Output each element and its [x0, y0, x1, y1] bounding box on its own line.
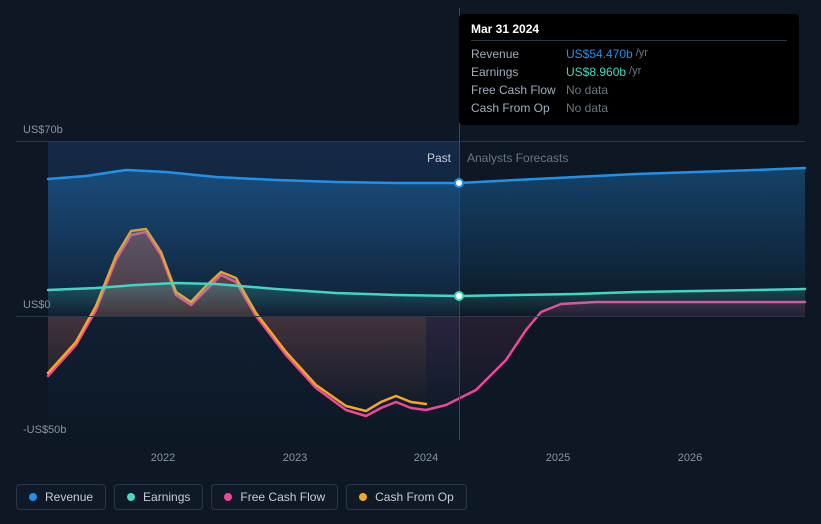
tooltip-row-unit: /yr — [636, 47, 648, 61]
tooltip-row-label: Free Cash Flow — [471, 83, 566, 97]
marker-dot-earnings — [454, 291, 464, 301]
legend-label: Cash From Op — [375, 490, 454, 504]
section-label-forecast: Analysts Forecasts — [467, 151, 568, 165]
tooltip-row: RevenueUS$54.470b/yr — [471, 45, 787, 63]
chart-area: US$70b US$0 -US$50b 2022 2023 2024 2025 2026 P… — [16, 0, 805, 470]
y-axis-label: US$0 — [23, 299, 51, 311]
legend-dot — [127, 493, 135, 501]
tooltip-row: EarningsUS$8.960b/yr — [471, 63, 787, 81]
tooltip-row: Cash From OpNo data — [471, 99, 787, 117]
legend-dot — [359, 493, 367, 501]
legend-label: Free Cash Flow — [240, 490, 325, 504]
legend-label: Earnings — [143, 490, 190, 504]
x-axis-label: 2026 — [678, 452, 702, 464]
tooltip-title: Mar 31 2024 — [471, 22, 787, 41]
gridline — [16, 316, 805, 317]
tooltip-row-label: Earnings — [471, 65, 566, 79]
x-axis-label: 2025 — [546, 452, 570, 464]
legend-label: Revenue — [45, 490, 93, 504]
tooltip-row-value: No data — [566, 83, 608, 97]
series-area-revenue — [48, 168, 805, 316]
gridline — [16, 141, 805, 142]
legend-item-free-cash-flow[interactable]: Free Cash Flow — [211, 484, 338, 510]
section-label-past: Past — [427, 151, 451, 165]
x-axis-label: 2024 — [414, 452, 438, 464]
legend-dot — [29, 493, 37, 501]
legend-dot — [224, 493, 232, 501]
legend-item-earnings[interactable]: Earnings — [114, 484, 203, 510]
x-axis-label: 2023 — [283, 452, 307, 464]
y-axis-label: US$70b — [23, 124, 63, 136]
tooltip-row-value: US$54.470b — [566, 47, 633, 61]
marker-dot-revenue — [454, 178, 464, 188]
x-axis-label: 2022 — [151, 452, 175, 464]
y-axis-label: -US$50b — [23, 424, 66, 436]
legend-item-revenue[interactable]: Revenue — [16, 484, 106, 510]
tooltip-row-label: Cash From Op — [471, 101, 566, 115]
tooltip-row-unit: /yr — [629, 65, 641, 79]
legend-item-cash-from-op[interactable]: Cash From Op — [346, 484, 467, 510]
tooltip: Mar 31 2024 RevenueUS$54.470b/yrEarnings… — [459, 14, 799, 125]
tooltip-row: Free Cash FlowNo data — [471, 81, 787, 99]
tooltip-row-value: US$8.960b — [566, 65, 626, 79]
tooltip-row-value: No data — [566, 101, 608, 115]
tooltip-row-label: Revenue — [471, 47, 566, 61]
legend: Revenue Earnings Free Cash Flow Cash From O… — [16, 484, 467, 510]
